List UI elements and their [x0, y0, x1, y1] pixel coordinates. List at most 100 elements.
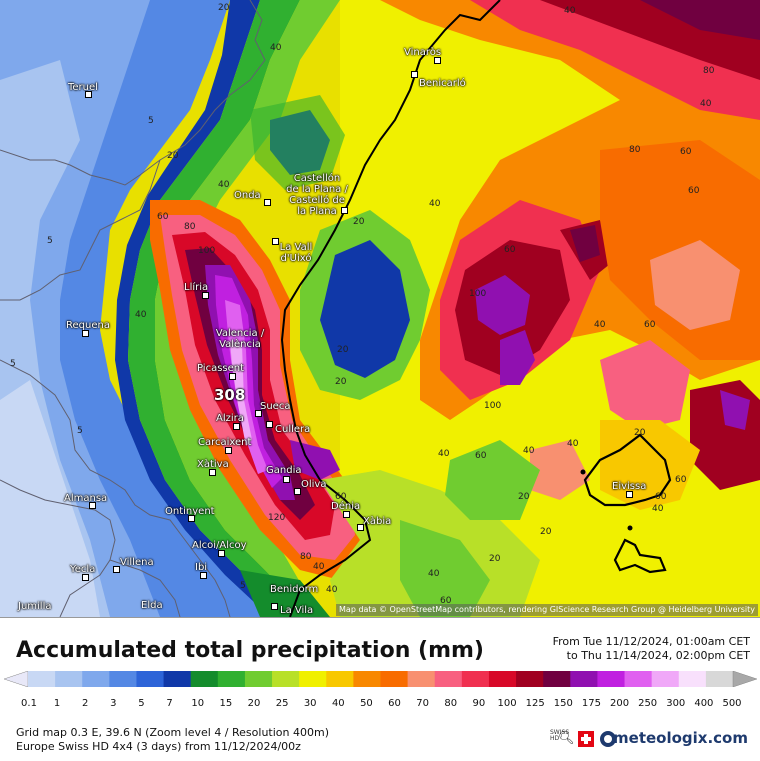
city-marker: [233, 423, 240, 430]
contour-label: 60: [440, 596, 452, 606]
city-marker: [343, 511, 350, 518]
scale-tick-label: 0.1: [21, 698, 37, 709]
city-marker: [188, 515, 195, 522]
contour-label: 120: [268, 513, 286, 523]
contour-label: 80: [629, 145, 641, 155]
scale-tick-label: 90: [472, 698, 486, 709]
contour-label: 40: [700, 99, 712, 109]
scale-tick-label: 7: [166, 698, 173, 709]
city-denia: Dénia: [331, 501, 361, 512]
contour-label: 60: [680, 147, 692, 157]
scale-tick-label: 15: [219, 698, 233, 709]
city-eivissa: Eivissa: [612, 481, 647, 492]
contour-label: 20: [337, 345, 349, 355]
contour-label: 40: [313, 562, 325, 572]
city-marker: [283, 476, 290, 483]
contour-label: 40: [564, 6, 576, 16]
scale-tick-label: 250: [638, 698, 658, 709]
city-marker: [272, 238, 279, 245]
contour-label: 20: [167, 151, 179, 161]
precipitation-map[interactable]: 20 40 5 40 40 60 80 5 20 40 60 80 100 12…: [0, 0, 760, 617]
scale-arrow-high: [732, 671, 757, 687]
city-elda: Elda: [141, 600, 163, 611]
contour-label: 40: [135, 310, 147, 320]
scale-arrow-low: [4, 671, 29, 687]
scale-tick-label: 300: [666, 698, 686, 709]
city-marker: [294, 488, 301, 495]
time-to: to Thu 11/14/2024, 02:00pm CET: [566, 649, 750, 662]
contour-label: 60: [688, 186, 700, 196]
scale-tick-label: 70: [416, 698, 430, 709]
scale-swatch: [516, 671, 544, 687]
scale-tick-label: 20: [247, 698, 261, 709]
contour-label: 20: [353, 217, 365, 227]
scale-swatch: [434, 671, 463, 687]
city-marker: [200, 572, 207, 579]
contour-label: 40: [567, 439, 579, 449]
city-marker: [229, 373, 236, 380]
brand-name[interactable]: meteologix.com: [613, 729, 748, 747]
scale-swatch: [163, 671, 192, 687]
contour-label: 20: [335, 377, 347, 387]
contour-label: 60: [475, 451, 487, 461]
legend-title: Accumulated total precipitation (mm): [16, 638, 484, 663]
city-marker: [341, 207, 348, 214]
contour-label: 5: [240, 581, 246, 591]
contour-label: 40: [438, 449, 450, 459]
city-oliva: Oliva: [301, 479, 327, 490]
city-la-vall-duixo: La Vall d'Uixó: [279, 242, 313, 264]
scale-tick-label: 1: [53, 698, 61, 709]
city-vinaros: Vinaròs: [404, 47, 442, 58]
scale-tick-label: 30: [303, 698, 317, 709]
contour-label: 80: [703, 66, 715, 76]
city-benicarlo: Benicarló: [419, 78, 466, 89]
city-requena: Requena: [66, 320, 110, 331]
color-scale-ticks: 0.1 1 2 3 5 7 10 15 20 25 30 40 50 60 70 80 90 100 125 150 1…: [0, 698, 760, 710]
city-lliria: Llíria: [184, 282, 209, 293]
meteologix-logo-icon: [600, 731, 616, 747]
scale-tick-label: 25: [275, 698, 289, 709]
scale-swatch: [597, 671, 626, 687]
scale-swatch: [380, 671, 409, 687]
scale-tick-label: 150: [553, 698, 573, 709]
city-castellon: Castellón de la Plana / Castelló de la P…: [286, 173, 348, 217]
contour-label: 20: [540, 527, 552, 537]
contour-label: 40: [523, 446, 535, 456]
scale-swatch: [55, 671, 83, 687]
city-onda: Onda: [234, 190, 261, 201]
city-valencia: Valencia / València: [215, 328, 265, 350]
contour-label: 20: [489, 554, 501, 564]
scale-swatch: [28, 671, 56, 687]
contour-label: 60: [157, 212, 169, 222]
scale-swatch: [109, 671, 137, 687]
city-alzira: Alzira: [216, 413, 244, 424]
scale-swatch: [217, 671, 246, 687]
model-info: Grid map 0.3 E, 39.6 N (Zoom level 4 / R…: [16, 726, 329, 754]
scale-swatch: [461, 671, 490, 687]
city-ibi: Ibi: [195, 562, 208, 573]
city-marker: [82, 330, 89, 337]
contour-label: 20: [634, 428, 646, 438]
city-almansa: Almansa: [64, 493, 108, 504]
scale-tick-label: 125: [525, 698, 545, 709]
swiss-hd-badge: SWISS HD: [550, 729, 570, 742]
scale-swatch: [326, 671, 354, 687]
scale-tick-label: 175: [581, 698, 601, 709]
contour-label: 60: [335, 492, 347, 502]
legend-panel: Accumulated total precipitation (mm) Fro…: [0, 617, 760, 761]
contour-label: 60: [675, 475, 687, 485]
contour-label: 40: [594, 320, 606, 330]
city-alcoi: Alcoi/Alcoy: [192, 540, 247, 551]
scale-tick-label: 80: [444, 698, 458, 709]
scale-swatch: [82, 671, 110, 687]
city-marker: [266, 421, 273, 428]
scale-tick-label: 500: [722, 698, 742, 709]
city-marker: [82, 574, 89, 581]
city-cullera: Cullera: [275, 424, 311, 435]
scale-swatch: [651, 671, 680, 687]
contour-label: 5: [77, 426, 83, 436]
scale-swatch: [353, 671, 381, 687]
scale-swatch: [678, 671, 707, 687]
magnifier-icon[interactable]: 🔍︎: [558, 731, 575, 746]
scale-swatch: [624, 671, 653, 687]
